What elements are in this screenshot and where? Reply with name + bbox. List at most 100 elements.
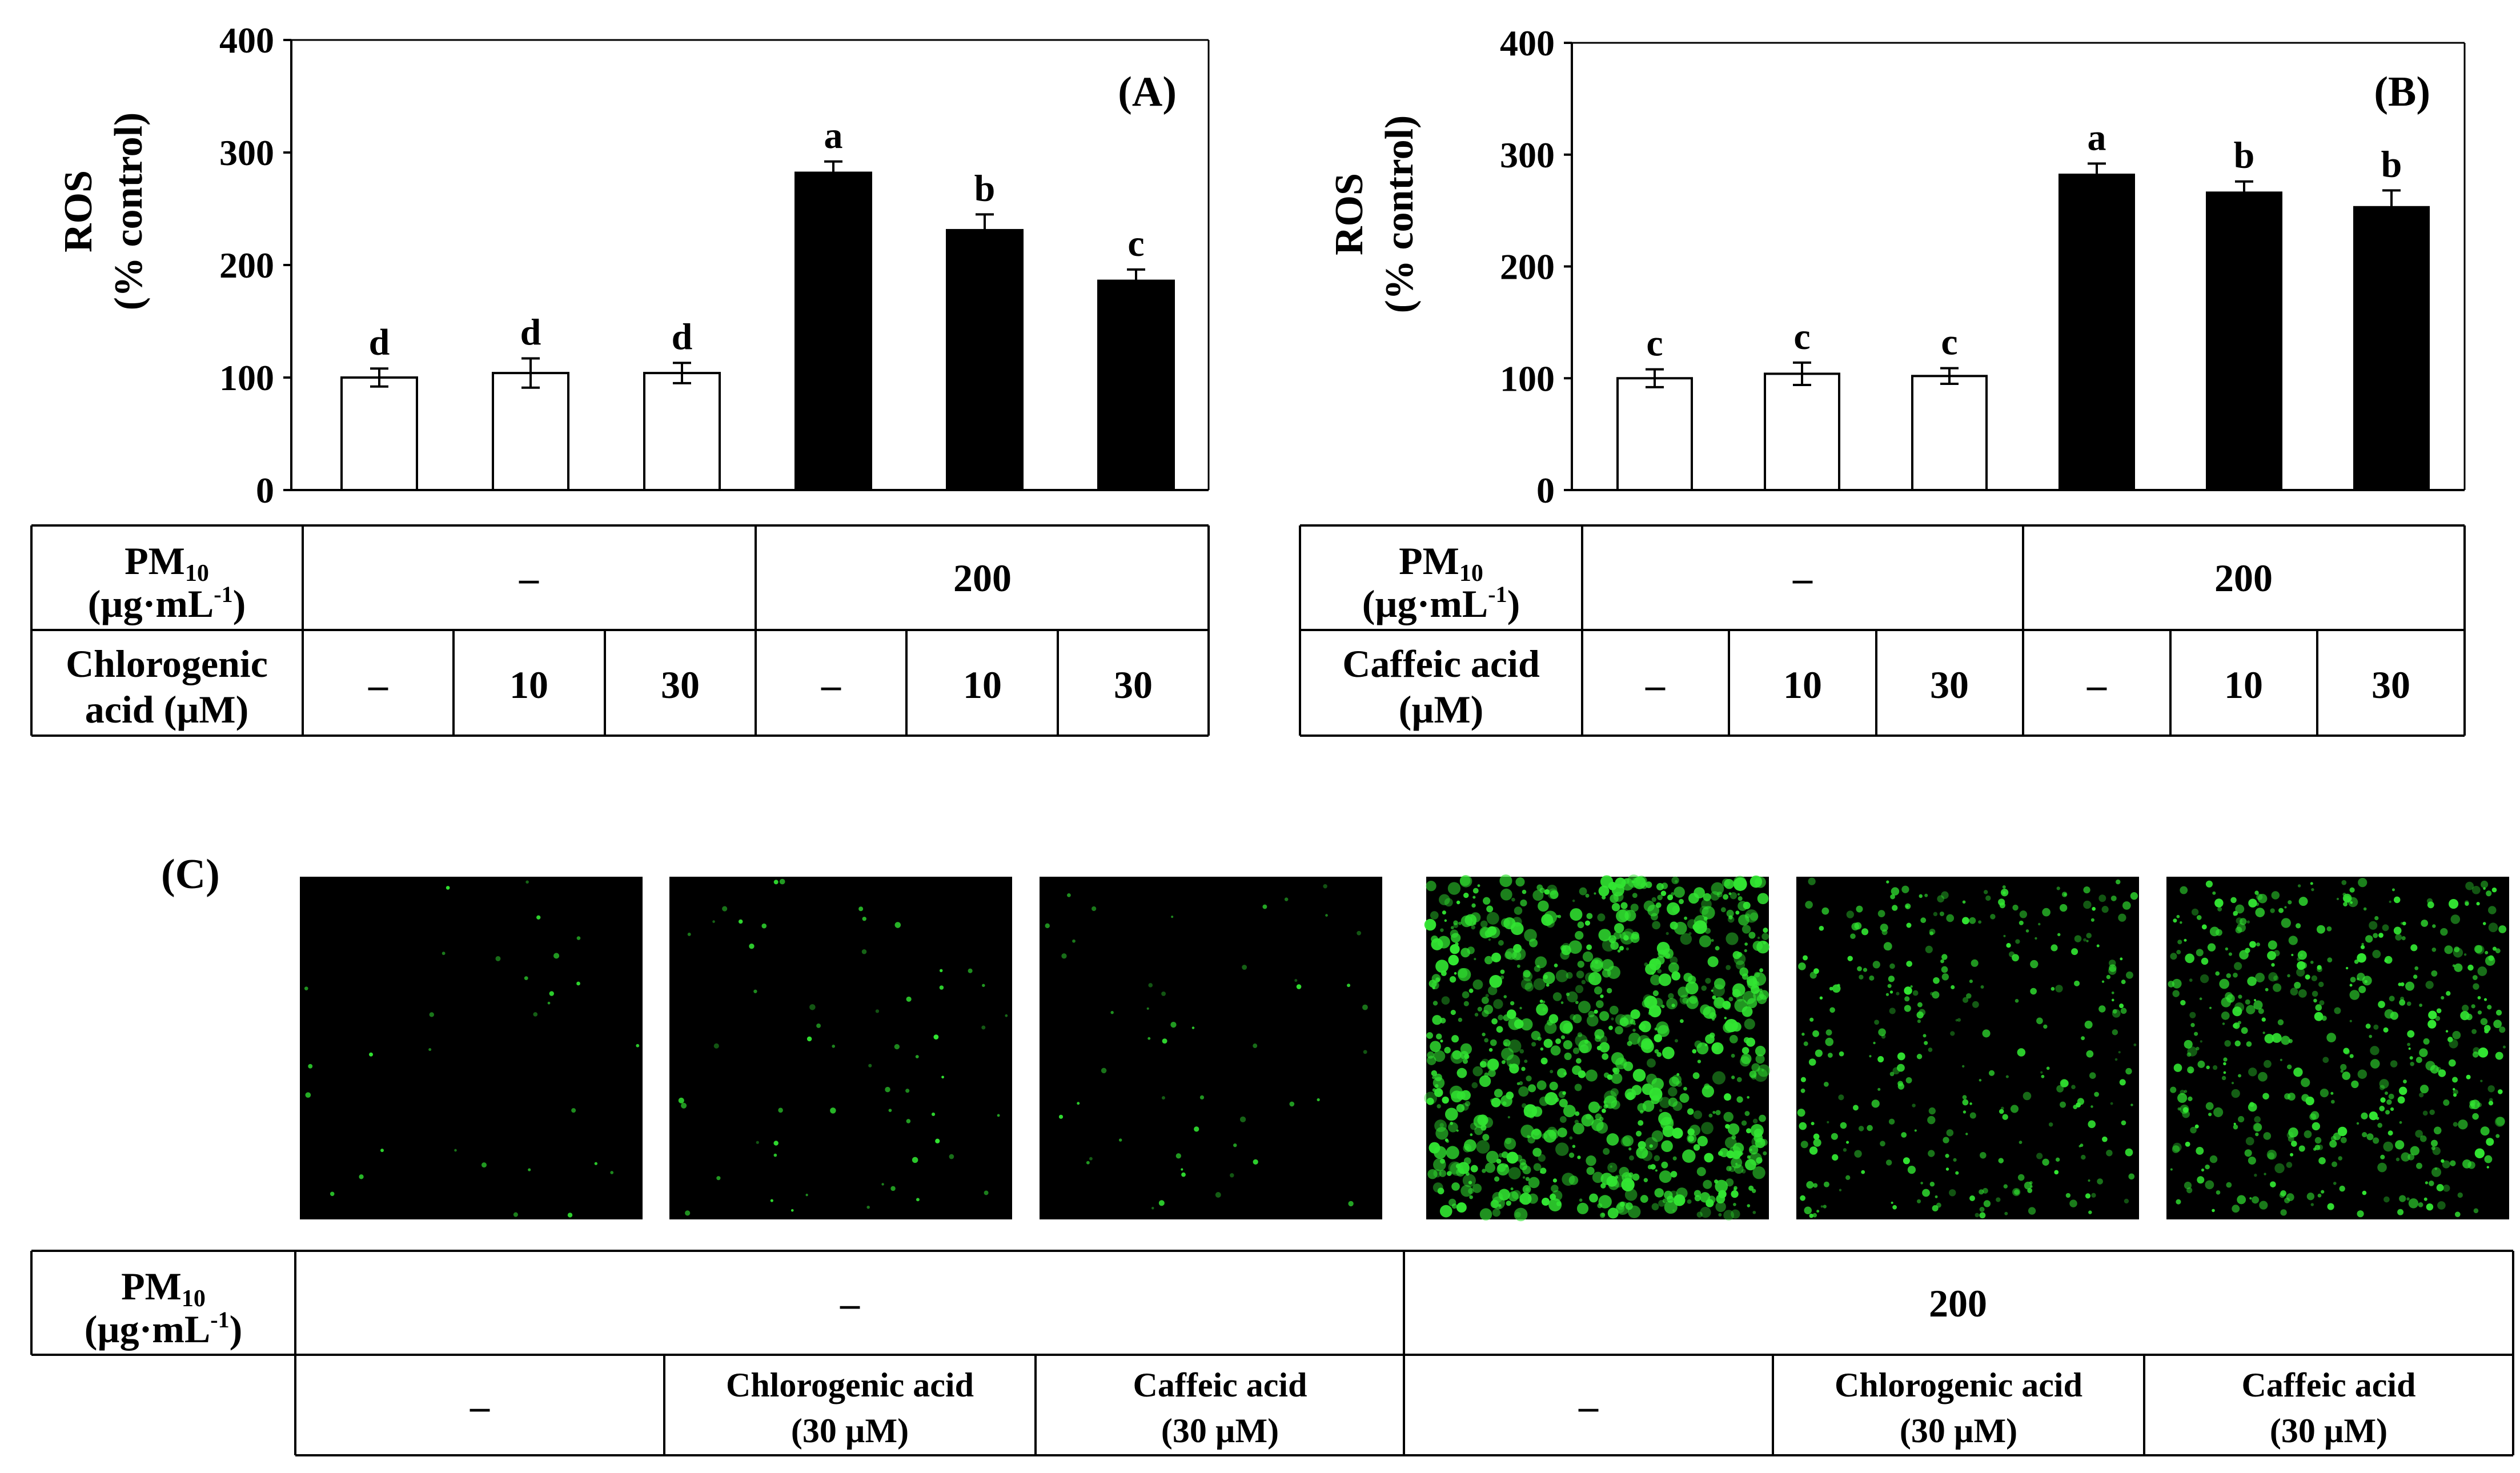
fluorescence-spot [2450,1160,2456,1166]
chart-a-bar-2 [643,372,721,491]
fluorescence-spot [2448,1059,2456,1067]
fluorescence-spot [1749,912,1759,921]
fluorescence-spot [2300,953,2303,957]
fluorescence-spot [1577,961,1584,968]
fluorescence-spot [1162,1038,1167,1044]
fluorescence-spot [1577,1032,1583,1037]
fluorescence-spot [1482,1134,1490,1141]
fluorescence-spot [1963,1110,1967,1114]
fluorescence-spot [1969,1195,1975,1201]
fluorescence-spot [1472,979,1483,990]
fluorescence-spot [1515,1211,1521,1218]
fluorescence-spot [1611,1073,1623,1084]
fluorescence-spot [1542,1133,1548,1139]
chart-b-table-row2-cell-4: 10 [2224,663,2263,707]
fluorescence-spot [1661,1161,1668,1169]
fluorescence-spot [2012,954,2019,962]
fluorescence-spot [1575,1034,1588,1047]
fluorescence-spot [1904,1005,1911,1012]
fluorescence-spot [1579,887,1587,896]
fluorescence-spot [2246,920,2250,924]
fluorescence-spot [2486,890,2492,897]
fluorescence-spot [1697,1135,1708,1147]
fluorescence-spot [2369,1034,2373,1038]
fluorescence-spot [428,1048,432,1051]
fluorescence-spot [525,880,529,884]
fluorescence-spot [1751,1063,1760,1072]
fluorescence-spot [1520,899,1527,907]
fluorescence-spot [1950,1031,1955,1036]
fluorescence-spot [1591,1118,1604,1131]
fluorescence-image-background-2 [1040,877,1382,1219]
fluorescence-spot [1531,1129,1542,1140]
fluorescence-spot [2383,1141,2393,1152]
fluorescence-spot [1885,993,1889,996]
fluorescence-spot [528,1168,531,1171]
fluorescence-spot [1498,1189,1510,1201]
fluorescence-spot [1522,889,1527,894]
fluorescence-spot [1933,977,1940,984]
fluorescence-spot [2362,1190,2367,1195]
fluorescence-spot [1486,905,1494,913]
fluorescence-spot [1861,1170,1865,1174]
fluorescence-spot [1490,1039,1497,1046]
fluorescence-spot [806,1036,812,1042]
fluorescence-spot [2065,1193,2071,1198]
fluorescence-spot [1472,896,1476,899]
fluorescence-spot [1979,1212,1986,1219]
fluorescence-spot [1731,1190,1739,1198]
fluorescence-spot [1827,1053,1833,1058]
fluorescence-spot [1289,1101,1295,1107]
fluorescence-spot [1723,1210,1735,1221]
fluorescence-spot [1665,953,1671,958]
fluorescence-spot [2329,1140,2337,1148]
fluorescence-spot [1594,1009,1598,1014]
fluorescence-spot [1477,1006,1483,1012]
fluorescence-spot [1463,1157,1471,1165]
fluorescence-spot [1689,995,1698,1004]
fluorescence-spot [1464,914,1477,926]
fluorescence-spot [1897,1081,1903,1087]
fluorescence-spot [1503,1014,1510,1021]
chart-a-y-tick-label-3: 300 [219,133,274,173]
fluorescence-spot [2110,895,2117,901]
fluorescence-spot [2334,1007,2341,1014]
fluorescence-spot [2257,893,2268,904]
fluorescence-spot [2378,933,2383,938]
fluorescence-spot [1975,1213,1980,1218]
fluorescence-spot [2314,1137,2322,1144]
fluorescence-spot [1718,1213,1722,1217]
chart-a-y-label-line2: (% control) [107,113,151,311]
chart-b-bar-4 [2206,191,2282,491]
fluorescence-spot [2422,1110,2428,1116]
fluorescence-spot [1506,1091,1514,1099]
fluorescence-spot [1715,1179,1728,1193]
fluorescence-spot [1723,1022,1734,1033]
fluorescence-spot [2312,990,2318,997]
fluorescence-spot [2028,1207,2036,1215]
fluorescence-spot [1933,912,1938,917]
fluorescence-spot [1440,928,1444,932]
fluorescence-spot [2025,929,2029,933]
fluorescence-spot [1525,1177,1530,1181]
fluorescence-spot [1624,1188,1638,1201]
fluorescence-spot [1683,973,1693,982]
fluorescence-spot [1654,1188,1664,1198]
fluorescence-spot [881,1183,884,1186]
fluorescence-spot [2212,891,2216,895]
fluorescence-spot [2059,904,2068,912]
fluorescence-spot [756,1141,759,1144]
fluorescence-spot [1516,964,1520,968]
fluorescence-spot [330,1191,335,1197]
fluorescence-spot [2298,989,2307,998]
fluorescence-spot [1763,928,1768,933]
fluorescence-spot [1722,878,1731,887]
fluorescence-spot [2055,1157,2060,1162]
fluorescence-spot [885,1086,890,1093]
fluorescence-spot [1482,1169,1486,1173]
fluorescence-spot [1550,1045,1561,1056]
fluorescence-spot [1812,1030,1819,1037]
fluorescence-spot [984,1190,989,1195]
fluorescence-spot [2391,888,2395,892]
fluorescence-spot [1901,1132,1907,1138]
